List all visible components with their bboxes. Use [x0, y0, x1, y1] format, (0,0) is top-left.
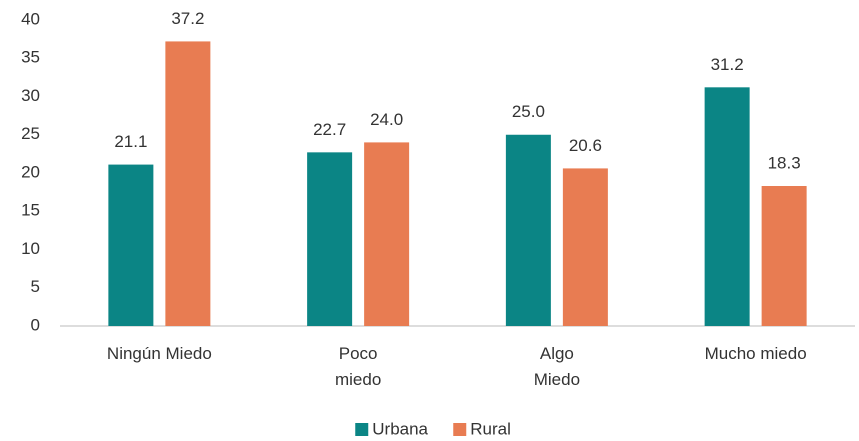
x-tick-label-line: miedo: [335, 370, 381, 389]
value-label: 18.3: [768, 153, 801, 172]
bar: [704, 87, 750, 326]
x-tick-label: Mucho miedo: [705, 344, 807, 363]
x-tick-label-line: Ningún Miedo: [107, 344, 212, 363]
x-tick-label: Ningún Miedo: [107, 344, 212, 363]
y-tick-label: 40: [21, 9, 40, 28]
y-tick-label: 30: [21, 86, 40, 105]
value-label: 20.6: [569, 136, 602, 155]
y-tick-label: 0: [31, 315, 40, 334]
bar: [505, 134, 551, 326]
x-tick-label-line: Mucho miedo: [705, 344, 807, 363]
bar: [761, 186, 807, 326]
x-tick-label-line: Poco: [339, 344, 378, 363]
value-label: 25.0: [512, 102, 545, 121]
legend-swatch: [453, 423, 467, 436]
bar: [165, 41, 211, 327]
value-label: 37.2: [171, 9, 204, 28]
x-tick-label-line: Miedo: [534, 370, 580, 389]
legend-swatch: [355, 423, 369, 436]
y-tick-label: 15: [21, 201, 40, 220]
x-tick-label-line: Algo: [540, 344, 574, 363]
bar: [562, 168, 608, 326]
y-tick-label: 20: [21, 162, 40, 181]
bar: [364, 142, 410, 326]
y-tick-label: 25: [21, 124, 40, 143]
value-label: 31.2: [711, 55, 744, 74]
legend-label: Rural: [470, 419, 511, 438]
value-label: 21.1: [114, 132, 147, 151]
bar: [108, 164, 154, 326]
bar: [307, 152, 353, 326]
value-label: 22.7: [313, 120, 346, 139]
y-tick-label: 10: [21, 239, 40, 258]
x-tick-label: Algo Miedo: [534, 344, 580, 389]
legend-label: Urbana: [372, 419, 428, 438]
x-tick-label: Poco miedo: [335, 344, 381, 389]
y-tick-label: 35: [21, 48, 40, 67]
value-label: 24.0: [370, 110, 403, 129]
y-tick-label: 5: [31, 277, 40, 296]
